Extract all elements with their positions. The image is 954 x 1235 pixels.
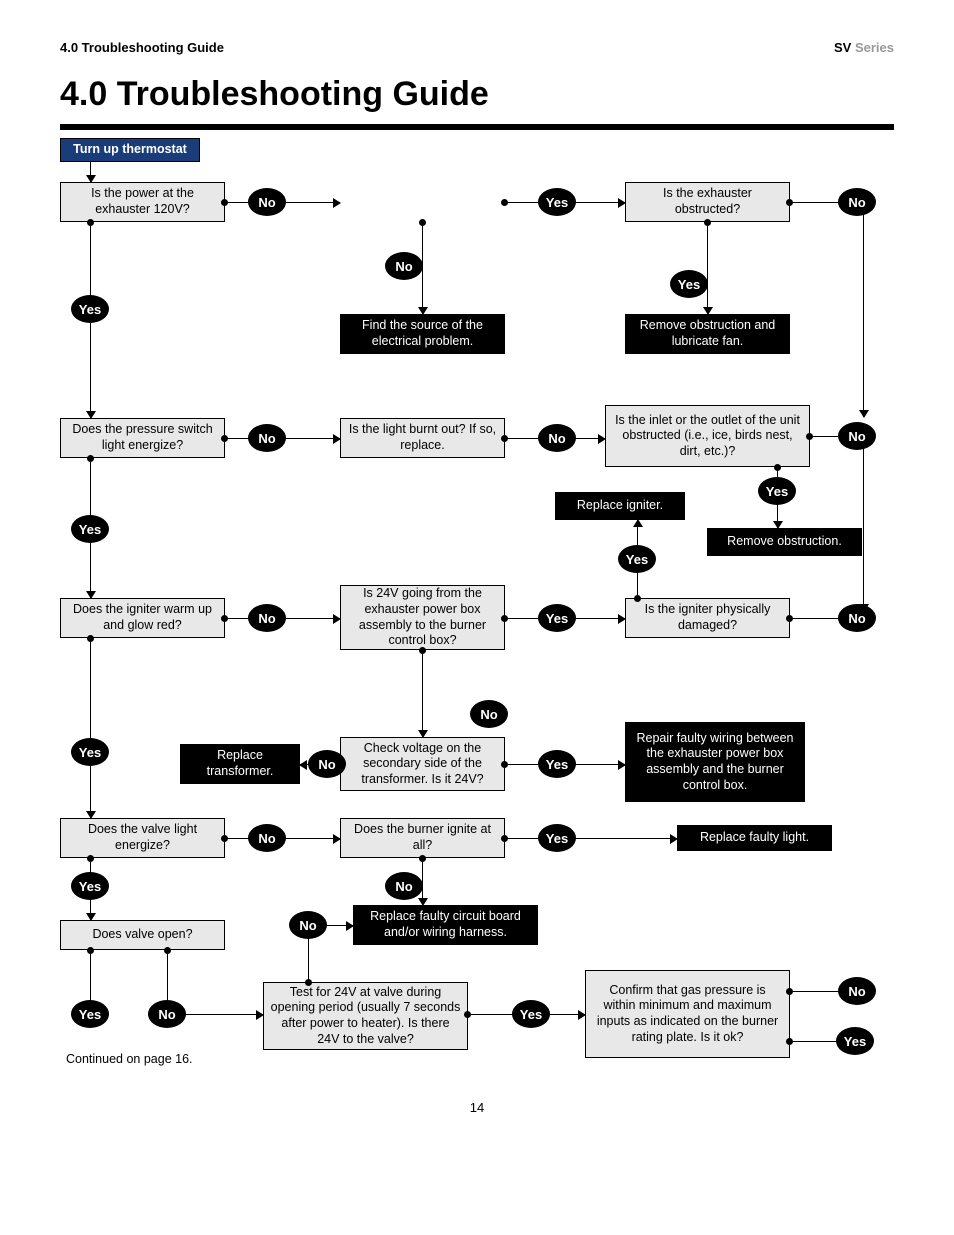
node-power-120v: Is the power at the exhauster 120V? (60, 182, 225, 222)
node-exhauster-obstructed: Is the exhauster obstructed? (625, 182, 790, 222)
page-header: 4.0 Troubleshooting Guide SV Series (60, 40, 894, 55)
node-replace-igniter: Replace igniter. (555, 492, 685, 520)
pill-yes: Yes (71, 515, 109, 543)
pill-yes: Yes (71, 295, 109, 323)
header-left: 4.0 Troubleshooting Guide (60, 40, 224, 55)
node-repair-wiring: Repair faulty wiring between the exhaust… (625, 722, 805, 802)
pill-no: No (308, 750, 346, 778)
pill-no: No (148, 1000, 186, 1028)
node-start: Turn up thermostat (60, 138, 200, 162)
node-valve-open: Does valve open? (60, 920, 225, 950)
pill-no: No (838, 188, 876, 216)
continued-note: Continued on page 16. (60, 1050, 240, 1070)
pill-no: No (538, 424, 576, 452)
pill-yes: Yes (538, 188, 576, 216)
pill-yes: Yes (836, 1027, 874, 1055)
node-inlet-outlet: Is the inlet or the outlet of the unit o… (605, 405, 810, 467)
node-test-24v: Test for 24V at valve during opening per… (263, 982, 468, 1050)
node-gas-pressure: Confirm that gas pressure is within mini… (585, 970, 790, 1058)
page-number: 14 (60, 1100, 894, 1190)
pill-no: No (289, 911, 327, 939)
pill-no: No (838, 604, 876, 632)
pill-no: No (248, 604, 286, 632)
pill-yes: Yes (670, 270, 708, 298)
node-igniter-damaged: Is the igniter physically damaged? (625, 598, 790, 638)
pill-yes: Yes (71, 872, 109, 900)
node-burner-ignite: Does the burner ignite at all? (340, 818, 505, 858)
pill-no: No (838, 977, 876, 1005)
node-24v-box: Is 24V going from the exhauster power bo… (340, 585, 505, 650)
pill-yes: Yes (618, 545, 656, 573)
pill-yes: Yes (758, 477, 796, 505)
node-replace-board: Replace faulty circuit board and/or wiri… (353, 905, 538, 945)
node-igniter-warm: Does the igniter warm up and glow red? (60, 598, 225, 638)
node-remove-lubricate: Remove obstruction and lubricate fan. (625, 314, 790, 354)
pill-no: No (385, 872, 423, 900)
node-replace-light: Replace faulty light. (677, 825, 832, 851)
pill-yes: Yes (538, 824, 576, 852)
node-check-voltage: Check voltage on the secondary side of t… (340, 737, 505, 791)
flowchart-canvas: Turn up thermostat Does the exhauster fa… (60, 130, 894, 1180)
pill-no: No (248, 424, 286, 452)
header-right: SV Series (834, 40, 894, 55)
node-find-electrical: Find the source of the electrical proble… (340, 314, 505, 354)
pill-no: No (470, 700, 508, 728)
pill-no: No (385, 252, 423, 280)
pill-yes: Yes (538, 750, 576, 778)
node-light-burnt: Is the light burnt out? If so, replace. (340, 418, 505, 458)
pill-yes: Yes (71, 1000, 109, 1028)
page-title: 4.0 Troubleshooting Guide (60, 75, 894, 114)
pill-no: No (248, 188, 286, 216)
node-valve-light: Does the valve light energize? (60, 818, 225, 858)
node-replace-transformer: Replace transformer. (180, 744, 300, 784)
pill-yes: Yes (71, 738, 109, 766)
node-remove-obstruction: Remove obstruction. (707, 528, 862, 556)
pill-no: No (248, 824, 286, 852)
node-pressure-switch: Does the pressure switch light energize? (60, 418, 225, 458)
pill-yes: Yes (512, 1000, 550, 1028)
pill-yes: Yes (538, 604, 576, 632)
pill-no: No (838, 422, 876, 450)
